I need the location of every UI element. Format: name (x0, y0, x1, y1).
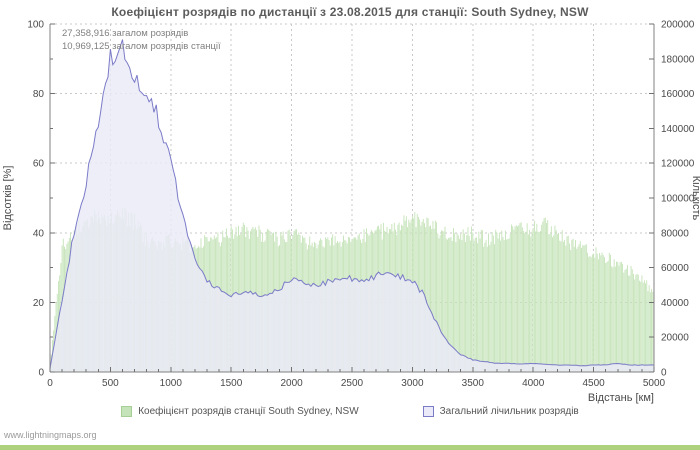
y-right-tick-label: 60000 (661, 263, 689, 274)
y-right-tick-label: 40000 (661, 298, 689, 309)
legend-label-station-ratio: Коефіцієнт розрядів станції South Sydney… (138, 406, 359, 417)
y-left-tick-label: 60 (33, 159, 45, 170)
y-right-tick-label: 140000 (661, 124, 695, 135)
legend-swatch-total-counter (422, 406, 434, 417)
footer-site-link[interactable]: www.lightningmaps.org (4, 430, 97, 440)
y-right-tick-label: 20000 (661, 333, 689, 344)
x-tick-label: 2500 (341, 378, 364, 389)
x-tick-label: 3500 (462, 378, 485, 389)
x-tick-label: 1000 (160, 378, 183, 389)
x-axis-title: Відстань [км] (588, 392, 654, 404)
legend: Коефіцієнт розрядів станції South Sydney… (0, 406, 700, 417)
y-right-tick-label: 0 (661, 368, 667, 379)
legend-label-total-counter: Загальний лічильник розрядів (439, 406, 579, 417)
x-tick-label: 500 (102, 378, 119, 389)
y-right-tick-label: 100000 (661, 194, 695, 205)
y-left-tick-label: 0 (38, 368, 44, 379)
annotation-total-discharges: 27,358,916 загалом розрядів (62, 28, 188, 39)
y-left-tick-label: 100 (27, 20, 44, 31)
bottom-green-strip (0, 445, 700, 450)
total-count-line (49, 39, 655, 369)
y-right-axis-title: Кількість (690, 176, 700, 221)
y-left-tick-label: 40 (33, 228, 45, 239)
x-tick-label: 2000 (280, 378, 303, 389)
y-right-tick-label: 120000 (661, 159, 695, 170)
y-left-tick-label: 20 (33, 298, 45, 309)
x-tick-label: 4000 (522, 378, 545, 389)
annotation-station-discharges: 10,969,125 загалом розрядів станції (62, 41, 221, 52)
generated-chart-layers: 0204060801000200004000060000800001000001… (27, 20, 694, 390)
total-count-area (50, 39, 654, 372)
legend-swatch-station-ratio (121, 406, 133, 417)
x-tick-label: 4500 (582, 378, 605, 389)
y-right-tick-label: 160000 (661, 89, 695, 100)
legend-item-total-counter: Загальний лічильник розрядів (422, 406, 579, 417)
y-right-tick-label: 200000 (661, 20, 695, 31)
x-tick-label: 0 (47, 378, 53, 389)
x-tick-label: 3000 (401, 378, 424, 389)
x-tick-label: 1500 (220, 378, 243, 389)
x-tick-label: 5000 (643, 378, 666, 389)
legend-item-station-ratio: Коефіцієнт розрядів станції South Sydney… (121, 406, 359, 417)
y-left-tick-label: 80 (33, 89, 45, 100)
y-left-axis-title: Відсотків [%] (2, 166, 14, 231)
chart-title: Коефіцієнт розрядів по дистанції з 23.08… (111, 5, 589, 19)
axis-ticks (49, 23, 655, 373)
tick-labels: 0204060801000200004000060000800001000001… (27, 20, 694, 390)
y-right-tick-label: 80000 (661, 228, 689, 239)
y-right-tick-label: 180000 (661, 54, 695, 65)
chart-canvas: 0204060801000200004000060000800001000001… (2, 20, 700, 405)
